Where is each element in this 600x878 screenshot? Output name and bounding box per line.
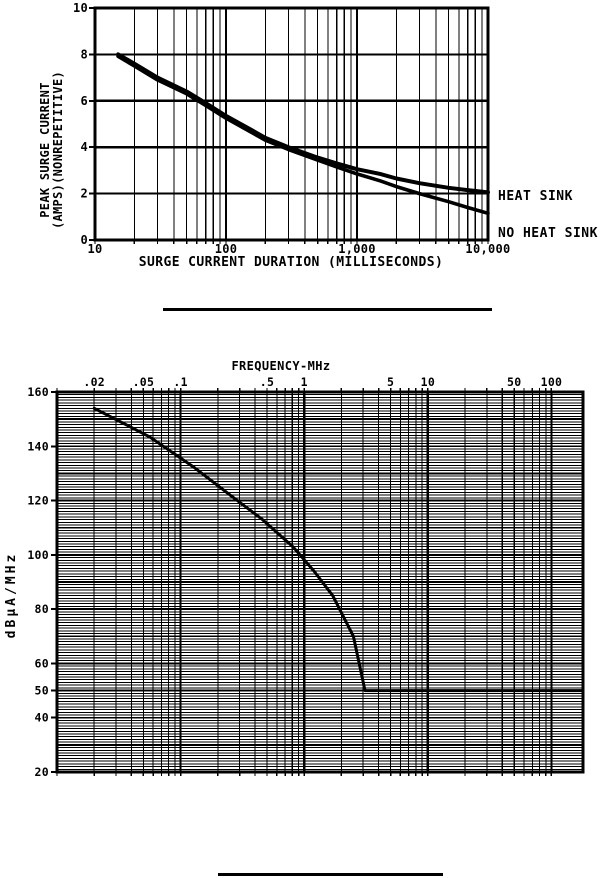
divider-line-bottom	[218, 873, 443, 876]
x-tick-label: 1	[301, 375, 308, 389]
x-tick-label: .5	[260, 375, 274, 389]
y-tick-label: 140	[27, 439, 49, 453]
y-tick-label: 120	[27, 494, 49, 508]
y-tick-label: 2	[80, 187, 88, 201]
y-tick-label: 80	[35, 602, 49, 616]
x-tick-label: 100	[541, 375, 563, 389]
x-tick-label: 5	[387, 375, 394, 389]
y-tick-label: 10	[73, 1, 88, 15]
x-tick-label: 10	[421, 375, 435, 389]
series-label: NO HEAT SINK	[498, 226, 598, 241]
y-tick-label: 100	[27, 548, 49, 562]
x-axis-title: FREQUENCY-MHz	[231, 359, 330, 373]
y-tick-label: 4	[80, 140, 88, 154]
x-tick-label: 10,000	[465, 242, 510, 256]
emission-frequency-chart: 160 140 120 100 80 60 50 40 20 .02 .05 .1 .5 1 5 10 50 10…	[4, 359, 585, 779]
x-tick-label: 1,000	[338, 242, 376, 256]
series-label: HEAT SINK	[498, 189, 573, 204]
series-curve-heat-sink	[116, 52, 490, 195]
x-tick-label: 100	[215, 242, 238, 256]
x-tick-label: .1	[173, 375, 187, 389]
series-curve-no-heat-sink	[116, 54, 490, 216]
x-tick-label: .02	[83, 375, 105, 389]
y-axis-title: PEAK SURGE CURRENT	[38, 82, 52, 217]
plot-border	[93, 6, 490, 242]
y-tick-label: 60	[35, 656, 49, 670]
y-tick-label: 160	[27, 385, 49, 399]
y-tick-label: 0	[80, 233, 88, 247]
y-tick-label: 20	[35, 765, 49, 779]
plot-border	[55, 390, 585, 774]
divider-line-top	[163, 308, 492, 311]
y-tick-label: 6	[80, 94, 88, 108]
y-tick-label: 40	[35, 711, 49, 725]
x-tick-label: .05	[133, 375, 155, 389]
y-tick-label: 8	[80, 47, 88, 61]
y-axis-title: (AMPS)(NONREPETITIVE)	[51, 71, 65, 229]
series-curve-0	[92, 406, 585, 693]
x-tick-label: 10	[87, 242, 102, 256]
x-axis-title: SURGE CURRENT DURATION (MILLISECONDS)	[139, 255, 443, 270]
y-axis-title: dBµA/MHz	[4, 552, 19, 639]
x-tick-label: 50	[507, 375, 521, 389]
y-tick-label: 50	[35, 684, 49, 698]
